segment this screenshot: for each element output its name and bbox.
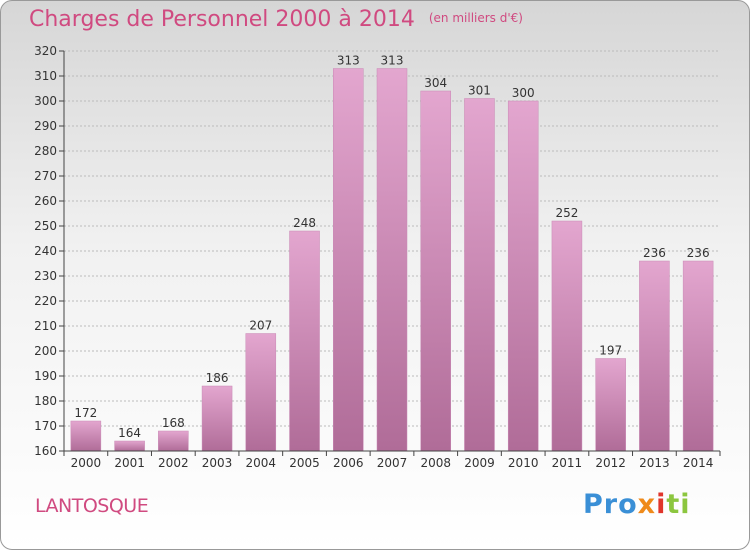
bar-2009 <box>464 98 495 452</box>
x-tick-label: 2008 <box>420 456 451 470</box>
data-label: 252 <box>555 206 578 220</box>
data-label: 248 <box>293 216 316 230</box>
x-tick-label: 2010 <box>508 456 539 470</box>
y-tick-label: 190 <box>34 369 57 383</box>
data-label: 300 <box>512 86 535 100</box>
town-name: LANTOSQUE <box>35 495 149 517</box>
bar-2007 <box>376 68 408 452</box>
bar-2013 <box>639 260 670 452</box>
x-tick-label: 2000 <box>71 456 102 470</box>
chart-title-text: Charges de Personnel 2000 à 2014 <box>29 7 415 32</box>
data-label: 301 <box>468 84 491 98</box>
x-tick-label: 2014 <box>683 456 714 470</box>
y-tick-label: 160 <box>34 444 57 458</box>
y-tick-label: 320 <box>34 44 57 58</box>
y-tick-label: 220 <box>34 294 57 308</box>
data-label: 186 <box>206 371 229 385</box>
y-tick-label: 280 <box>34 144 57 158</box>
bar-2011 <box>551 220 583 452</box>
x-tick-label: 2001 <box>114 456 145 470</box>
data-label: 236 <box>643 246 666 260</box>
x-tick-label: 2013 <box>639 456 670 470</box>
x-tick-label: 2002 <box>158 456 189 470</box>
data-label: 197 <box>599 344 622 358</box>
y-tick-label: 170 <box>34 419 57 433</box>
chart-title: Charges de Personnel 2000 à 2014 (en mill… <box>29 7 523 32</box>
x-tick-label: 2012 <box>595 456 626 470</box>
data-label: 313 <box>337 54 360 68</box>
x-tick-label: 2006 <box>333 456 364 470</box>
bar-2003 <box>201 385 233 452</box>
data-label: 304 <box>424 76 447 90</box>
y-tick-label: 310 <box>34 69 57 83</box>
y-tick-label: 240 <box>34 244 57 258</box>
x-tick-label: 2009 <box>464 456 495 470</box>
bar-2006 <box>333 68 364 452</box>
bar-2014 <box>682 260 714 452</box>
data-label: 168 <box>162 416 185 430</box>
data-label: 236 <box>687 246 710 260</box>
y-tick-label: 300 <box>34 94 57 108</box>
bar-2012 <box>595 358 626 452</box>
bar-2002 <box>158 430 189 452</box>
x-tick-label: 2003 <box>202 456 233 470</box>
bar-2010 <box>507 100 539 452</box>
bar-2004 <box>245 333 277 452</box>
data-label: 172 <box>74 406 97 420</box>
y-tick-label: 290 <box>34 119 57 133</box>
y-tick-label: 260 <box>34 194 57 208</box>
bar-2008 <box>420 90 451 452</box>
x-tick-label: 2005 <box>289 456 320 470</box>
y-tick-label: 230 <box>34 269 57 283</box>
y-tick-label: 210 <box>34 319 57 333</box>
bars: 172 164 168 186 207 248 313 313 304 301 300 252 197 2… <box>70 54 714 452</box>
bar-2000 <box>70 420 102 452</box>
data-label: 207 <box>249 319 272 333</box>
chart-unit: (en milliers d'€) <box>428 11 523 25</box>
axes: 160 170 180 190 200 210 220 230 240 250 260 270 280 2… <box>34 44 721 470</box>
bar-2001 <box>114 440 145 452</box>
y-tick-label: 200 <box>34 344 57 358</box>
y-tick-label: 250 <box>34 219 57 233</box>
y-tick-label: 270 <box>34 169 57 183</box>
data-label: 164 <box>118 426 141 440</box>
x-tick-label: 2007 <box>377 456 408 470</box>
proxiti-logo: Proxiti <box>583 489 691 520</box>
x-tick-label: 2011 <box>552 456 583 470</box>
bar-2005 <box>289 230 320 452</box>
data-label: 313 <box>381 54 404 68</box>
x-tick-label: 2004 <box>246 456 277 470</box>
y-tick-label: 180 <box>34 394 57 408</box>
